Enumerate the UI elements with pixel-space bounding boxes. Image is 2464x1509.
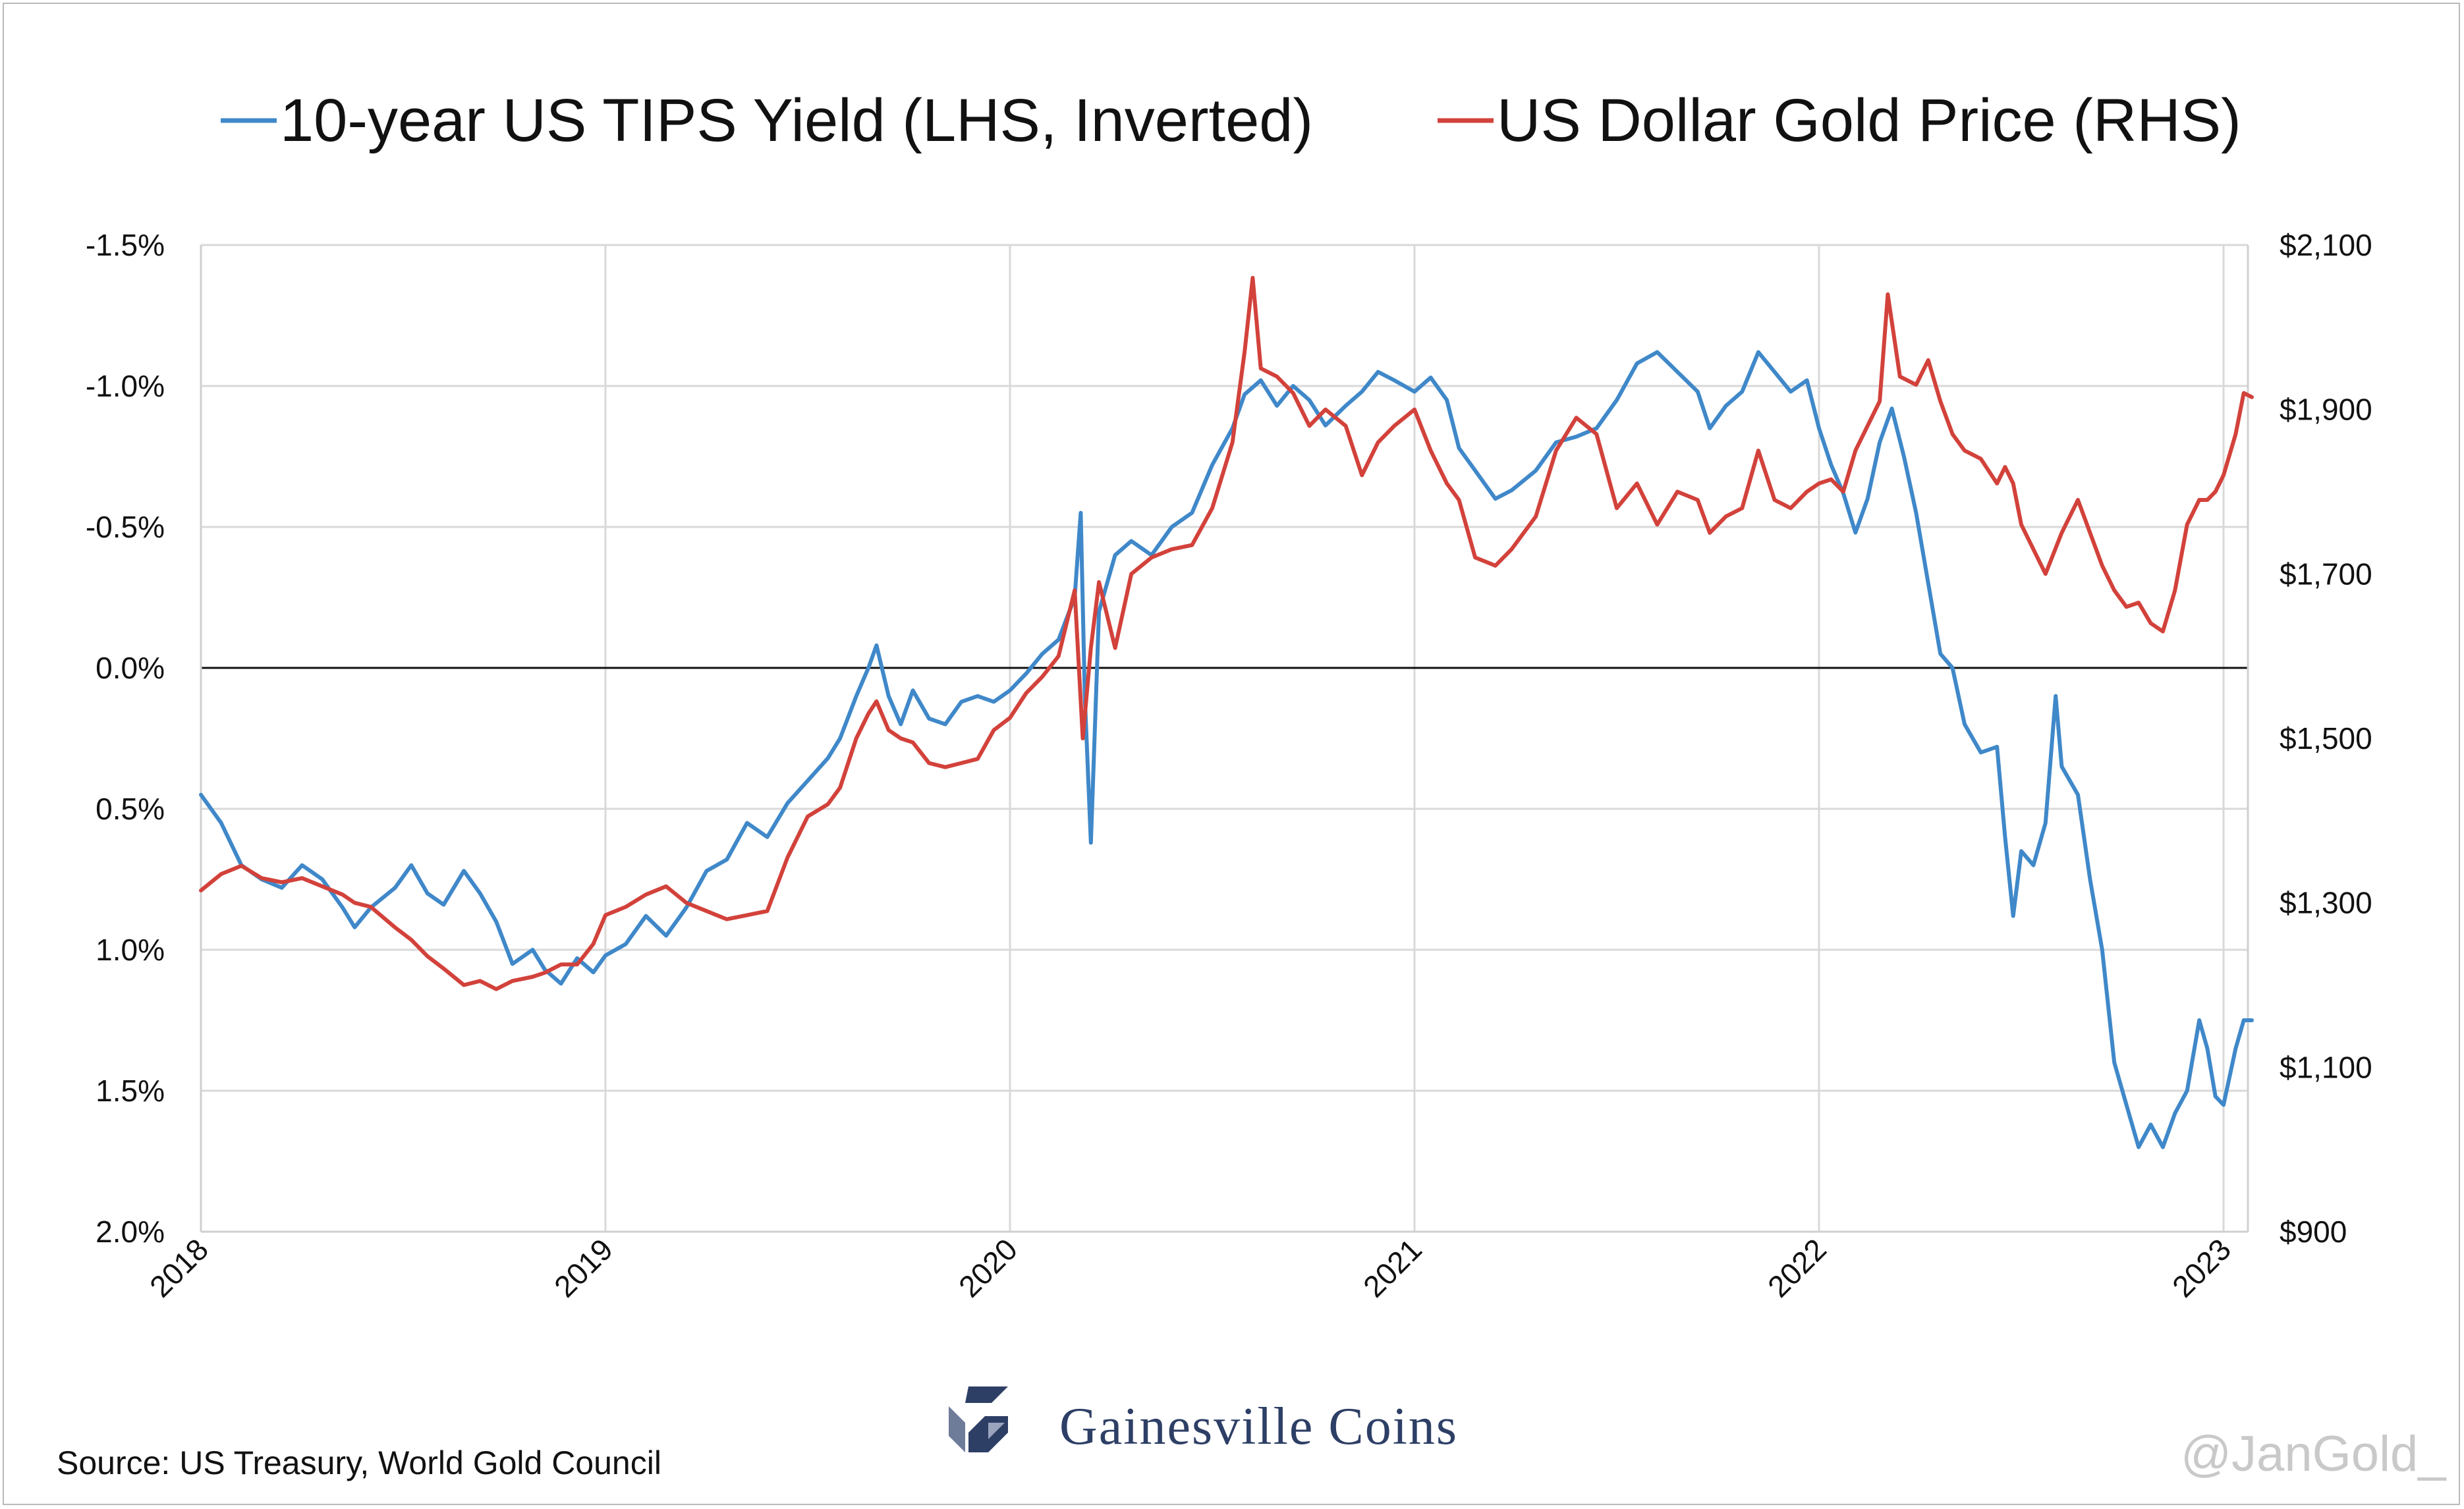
brand-name: Gainesville Coins <box>1059 1398 1458 1456</box>
series-line-gold-price <box>199 275 2254 991</box>
plot-axes <box>200 245 2249 1233</box>
logo-mark-shape <box>965 1386 1008 1403</box>
legend-label-tips: 10-year US TIPS Yield (LHS, Inverted) <box>280 87 1313 154</box>
x-tick-label: 2022 <box>1761 1232 1833 1303</box>
right-tick-label: $2,100 <box>2280 228 2372 262</box>
left-tick-label: 1.5% <box>96 1074 165 1108</box>
x-tick-label: 2021 <box>1357 1232 1428 1303</box>
right-axis-ticks: $2,100 $1,900 $1,700 $1,500 $1,300 $1,100 $900 <box>2280 228 2372 1249</box>
left-tick-label: -1.0% <box>86 369 165 403</box>
right-tick-label: $1,700 <box>2280 557 2372 591</box>
right-tick-label: $900 <box>2280 1215 2347 1249</box>
logo-mark-shape <box>949 1406 965 1452</box>
right-tick-label: $1,900 <box>2280 393 2372 427</box>
left-tick-label: 0.5% <box>96 792 165 826</box>
x-tick-label: 2019 <box>547 1232 619 1303</box>
gainesville-coins-logo <box>949 1386 1008 1452</box>
x-tick-label: 2020 <box>952 1232 1024 1303</box>
legend-label-gold: US Dollar Gold Price (RHS) <box>1497 87 2241 154</box>
series-line-tips-yield <box>199 350 2254 1149</box>
right-tick-label: $1,300 <box>2280 886 2372 920</box>
logo-mark-shape <box>988 1423 1005 1439</box>
left-axis-ticks: -1.5% -1.0% -0.5% 0.0% 0.5% 1.0% 1.5% 2.0% <box>86 228 165 1249</box>
left-tick-label: 1.0% <box>96 933 165 967</box>
author-handle: @JanGold_ <box>2181 1426 2447 1482</box>
series <box>199 275 2254 1149</box>
gridlines <box>200 244 2248 1233</box>
x-axis-ticks: 2018 2019 2020 2021 2022 2023 <box>143 1232 2237 1303</box>
source-note: Source: US Treasury, World Gold Council <box>57 1444 661 1481</box>
right-tick-label: $1,500 <box>2280 721 2372 755</box>
right-tick-label: $1,100 <box>2280 1050 2372 1084</box>
legend: 10-year US TIPS Yield (LHS, Inverted) US… <box>221 87 2241 154</box>
left-tick-label: 2.0% <box>96 1215 165 1249</box>
x-tick-label: 2023 <box>2166 1232 2237 1303</box>
left-tick-label: -0.5% <box>86 510 165 544</box>
left-tick-label: -1.5% <box>86 228 165 262</box>
left-tick-label: 0.0% <box>96 651 165 685</box>
